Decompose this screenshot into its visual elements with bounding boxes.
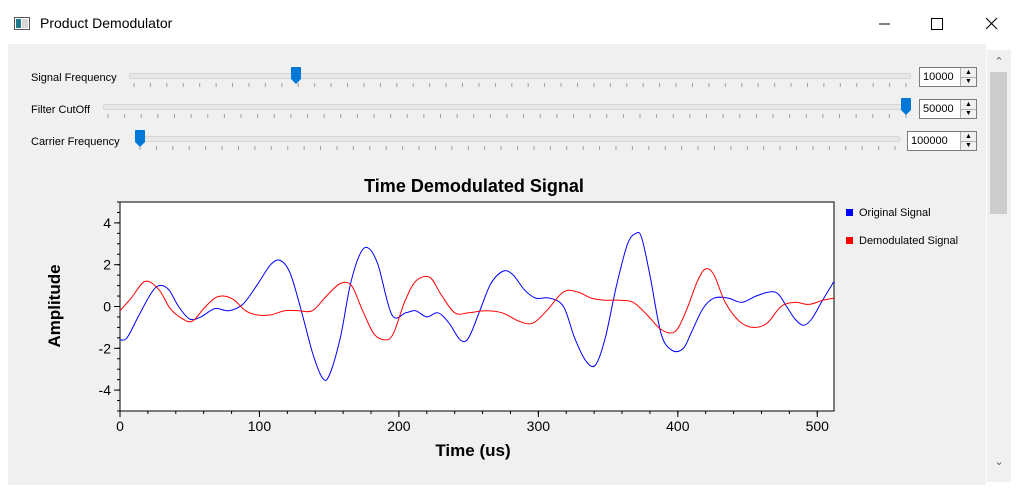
legend-original-signal: Original Signal (846, 207, 931, 219)
time-demodulated-plot: Time Demodulated Signal 0 100 200 300 400 500… (45, 176, 835, 460)
slider-handle[interactable] (135, 130, 145, 148)
spin-down-icon[interactable]: ▼ (965, 78, 972, 85)
window-title: Product Demodulator (40, 15, 173, 31)
legend-swatch-red (846, 237, 853, 244)
maximize-icon (931, 18, 943, 30)
filter-cutoff-slider[interactable] (103, 98, 911, 125)
filter-cutoff-label: Filter CutOff (31, 104, 91, 116)
signal-frequency-spinbox[interactable]: 10000 ▲ ▼ (919, 67, 977, 87)
slider-groove (135, 136, 900, 142)
minimize-button[interactable] (862, 8, 908, 40)
spin-up-icon[interactable]: ▲ (961, 100, 976, 110)
axis-ticks: 0 100 200 300 400 500 4 2 0 -2 -4 (99, 201, 830, 434)
slider-ticks (139, 146, 896, 150)
x-tick-label: 100 (248, 418, 272, 434)
close-button[interactable] (969, 8, 1015, 40)
maximize-button[interactable] (913, 8, 959, 40)
filter-cutoff-value[interactable]: 50000 (923, 103, 954, 115)
signal-frequency-value[interactable]: 10000 (923, 71, 954, 83)
scroll-down-arrow-icon[interactable]: ⌄ (994, 456, 1004, 468)
x-tick-label: 500 (806, 418, 830, 434)
filter-cutoff-spinbox[interactable]: 50000 ▲ ▼ (919, 99, 977, 119)
demodulated-signal-line (119, 268, 835, 341)
carrier-frequency-label: Carrier Frequency (31, 136, 120, 148)
x-tick-label: 300 (527, 418, 551, 434)
y-axis-label: Amplitude (45, 264, 64, 347)
scrollbar-thumb[interactable] (990, 72, 1007, 214)
slider-groove (129, 73, 911, 79)
spin-down-icon[interactable]: ▼ (965, 142, 972, 149)
spin-down-icon[interactable]: ▼ (965, 110, 972, 117)
y-tick-label: 0 (103, 299, 111, 315)
x-axis-label: Time (us) (435, 441, 510, 460)
spin-up-icon[interactable]: ▲ (961, 132, 976, 142)
slider-groove (103, 104, 911, 110)
slider-handle[interactable] (291, 67, 302, 85)
slider-handle[interactable] (901, 98, 911, 116)
carrier-frequency-spinbox[interactable]: 100000 ▲ ▼ (907, 131, 977, 151)
close-icon (985, 17, 998, 30)
legend-demodulated-signal: Demodulated Signal (846, 235, 958, 247)
minimize-icon (879, 23, 890, 25)
carrier-frequency-value[interactable]: 100000 (911, 135, 948, 147)
y-tick-label: -2 (99, 340, 112, 356)
app-icon (14, 17, 30, 30)
plot-canvas (119, 201, 835, 412)
scroll-up-arrow-icon[interactable]: ⌃ (994, 56, 1004, 68)
title-bar: Product Demodulator (0, 0, 1024, 46)
y-tick-label: -4 (99, 382, 112, 398)
chart-title: Time Demodulated Signal (364, 176, 584, 196)
y-tick-label: 4 (103, 215, 111, 231)
x-tick-label: 200 (387, 418, 411, 434)
slider-ticks (133, 83, 907, 87)
carrier-frequency-slider[interactable] (135, 130, 900, 157)
vertical-scrollbar[interactable]: ⌃ ⌄ (987, 50, 1011, 482)
legend-swatch-blue (846, 209, 853, 216)
x-tick-label: 0 (116, 418, 124, 434)
plot-lines (119, 231, 835, 381)
signal-frequency-label: Signal Frequency (31, 72, 117, 84)
slider-ticks (107, 114, 907, 118)
y-tick-label: 2 (103, 257, 111, 273)
spin-up-icon[interactable]: ▲ (961, 68, 976, 78)
signal-frequency-slider[interactable] (129, 67, 911, 94)
x-tick-label: 400 (666, 418, 690, 434)
